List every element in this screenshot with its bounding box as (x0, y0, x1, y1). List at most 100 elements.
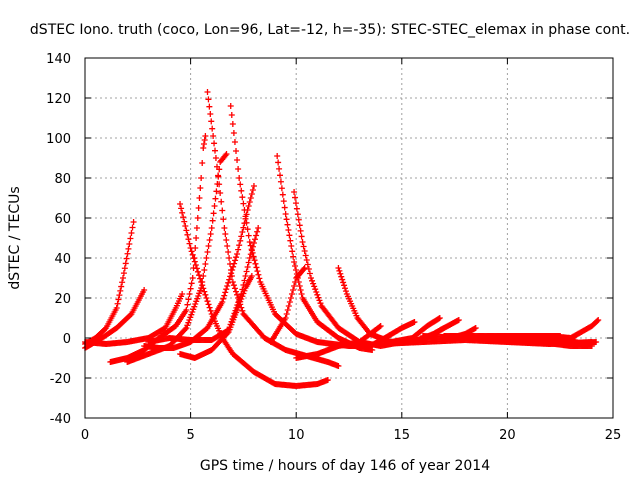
data-point (206, 237, 213, 243)
data-point (290, 253, 297, 260)
data-point (305, 266, 312, 272)
data-point (277, 178, 284, 185)
data-point (180, 214, 187, 221)
data-point (193, 225, 200, 231)
data-point (294, 211, 301, 218)
data-point (291, 259, 298, 265)
data-point (202, 261, 209, 267)
data-point (222, 289, 229, 296)
data-point (310, 280, 317, 287)
data-point (246, 199, 253, 205)
series-24 (462, 317, 602, 341)
data-point (246, 239, 253, 245)
data-point (222, 231, 229, 237)
data-point (221, 292, 228, 299)
data-point (341, 282, 348, 289)
data-point (189, 251, 196, 258)
series-13 (291, 189, 405, 349)
y-tick-label: 100 (46, 132, 71, 147)
data-point (192, 262, 199, 268)
data-point (235, 246, 242, 253)
data-point (197, 287, 204, 294)
data-point (187, 285, 194, 292)
data-point (214, 163, 220, 170)
data-point (335, 265, 342, 271)
data-point (235, 166, 242, 172)
data-point (219, 299, 226, 305)
data-point (339, 276, 346, 283)
data-point (288, 291, 295, 297)
data-point (192, 301, 199, 307)
data-point (279, 191, 286, 198)
data-point (224, 243, 231, 249)
data-point (224, 283, 231, 289)
data-point (203, 295, 210, 301)
axis-ticks: 0 5 10 15 20 25 -40 -20 0 20 40 60 80 100 120 140 (46, 52, 621, 443)
data-point (291, 283, 298, 289)
data-point (292, 200, 299, 207)
data-point (220, 216, 227, 223)
data-point (340, 279, 347, 286)
data-point (241, 207, 248, 213)
y-tick-label: 140 (46, 52, 71, 67)
data-point (255, 225, 262, 231)
data-point (228, 273, 235, 279)
series-12 (274, 153, 376, 353)
y-tick-label: 0 (63, 332, 71, 347)
data-point (296, 283, 303, 289)
data-point (185, 296, 192, 303)
data-point (287, 295, 294, 301)
data-point (184, 322, 191, 329)
data-point (245, 259, 252, 266)
data-point (228, 112, 235, 118)
data-point (219, 207, 226, 214)
data-point (189, 275, 196, 281)
data-point (455, 317, 462, 323)
data-point (213, 188, 220, 195)
data-point (196, 272, 203, 279)
data-point (223, 237, 230, 243)
data-point (246, 255, 253, 261)
data-point (200, 285, 207, 292)
data-point (211, 140, 218, 147)
data-point (209, 125, 216, 132)
data-point (235, 295, 242, 301)
data-point (298, 291, 305, 297)
data-point (249, 249, 256, 256)
data-point (125, 245, 132, 252)
data-point (249, 187, 256, 193)
data-point (337, 270, 344, 277)
data-point (117, 287, 124, 294)
data-point (198, 279, 205, 285)
data-point (201, 267, 208, 273)
data-point (225, 249, 232, 255)
data-point (193, 265, 200, 272)
data-point (300, 266, 307, 273)
data-point (204, 298, 211, 305)
data-point (218, 198, 225, 205)
data-point (205, 301, 212, 308)
chart-title: dSTEC Iono. truth (coco, Lon=96, Lat=-12… (30, 22, 630, 38)
data-point (197, 185, 204, 191)
data-point (285, 303, 292, 309)
data-point (197, 275, 204, 282)
series-26 (504, 339, 595, 349)
series-2 (82, 287, 148, 351)
data-point (236, 298, 243, 305)
data-point (436, 315, 443, 321)
y-tick-label: -40 (50, 412, 71, 427)
data-point (203, 255, 210, 261)
data-point (130, 219, 137, 225)
data-point (287, 237, 294, 244)
data-point (253, 264, 260, 271)
data-point (205, 243, 212, 249)
data-point (204, 89, 211, 95)
data-point (212, 147, 219, 154)
data-point (238, 233, 245, 240)
data-point (211, 203, 218, 209)
data-point (236, 242, 243, 249)
data-point (196, 290, 203, 297)
data-point (201, 288, 208, 295)
series-1 (82, 219, 137, 347)
